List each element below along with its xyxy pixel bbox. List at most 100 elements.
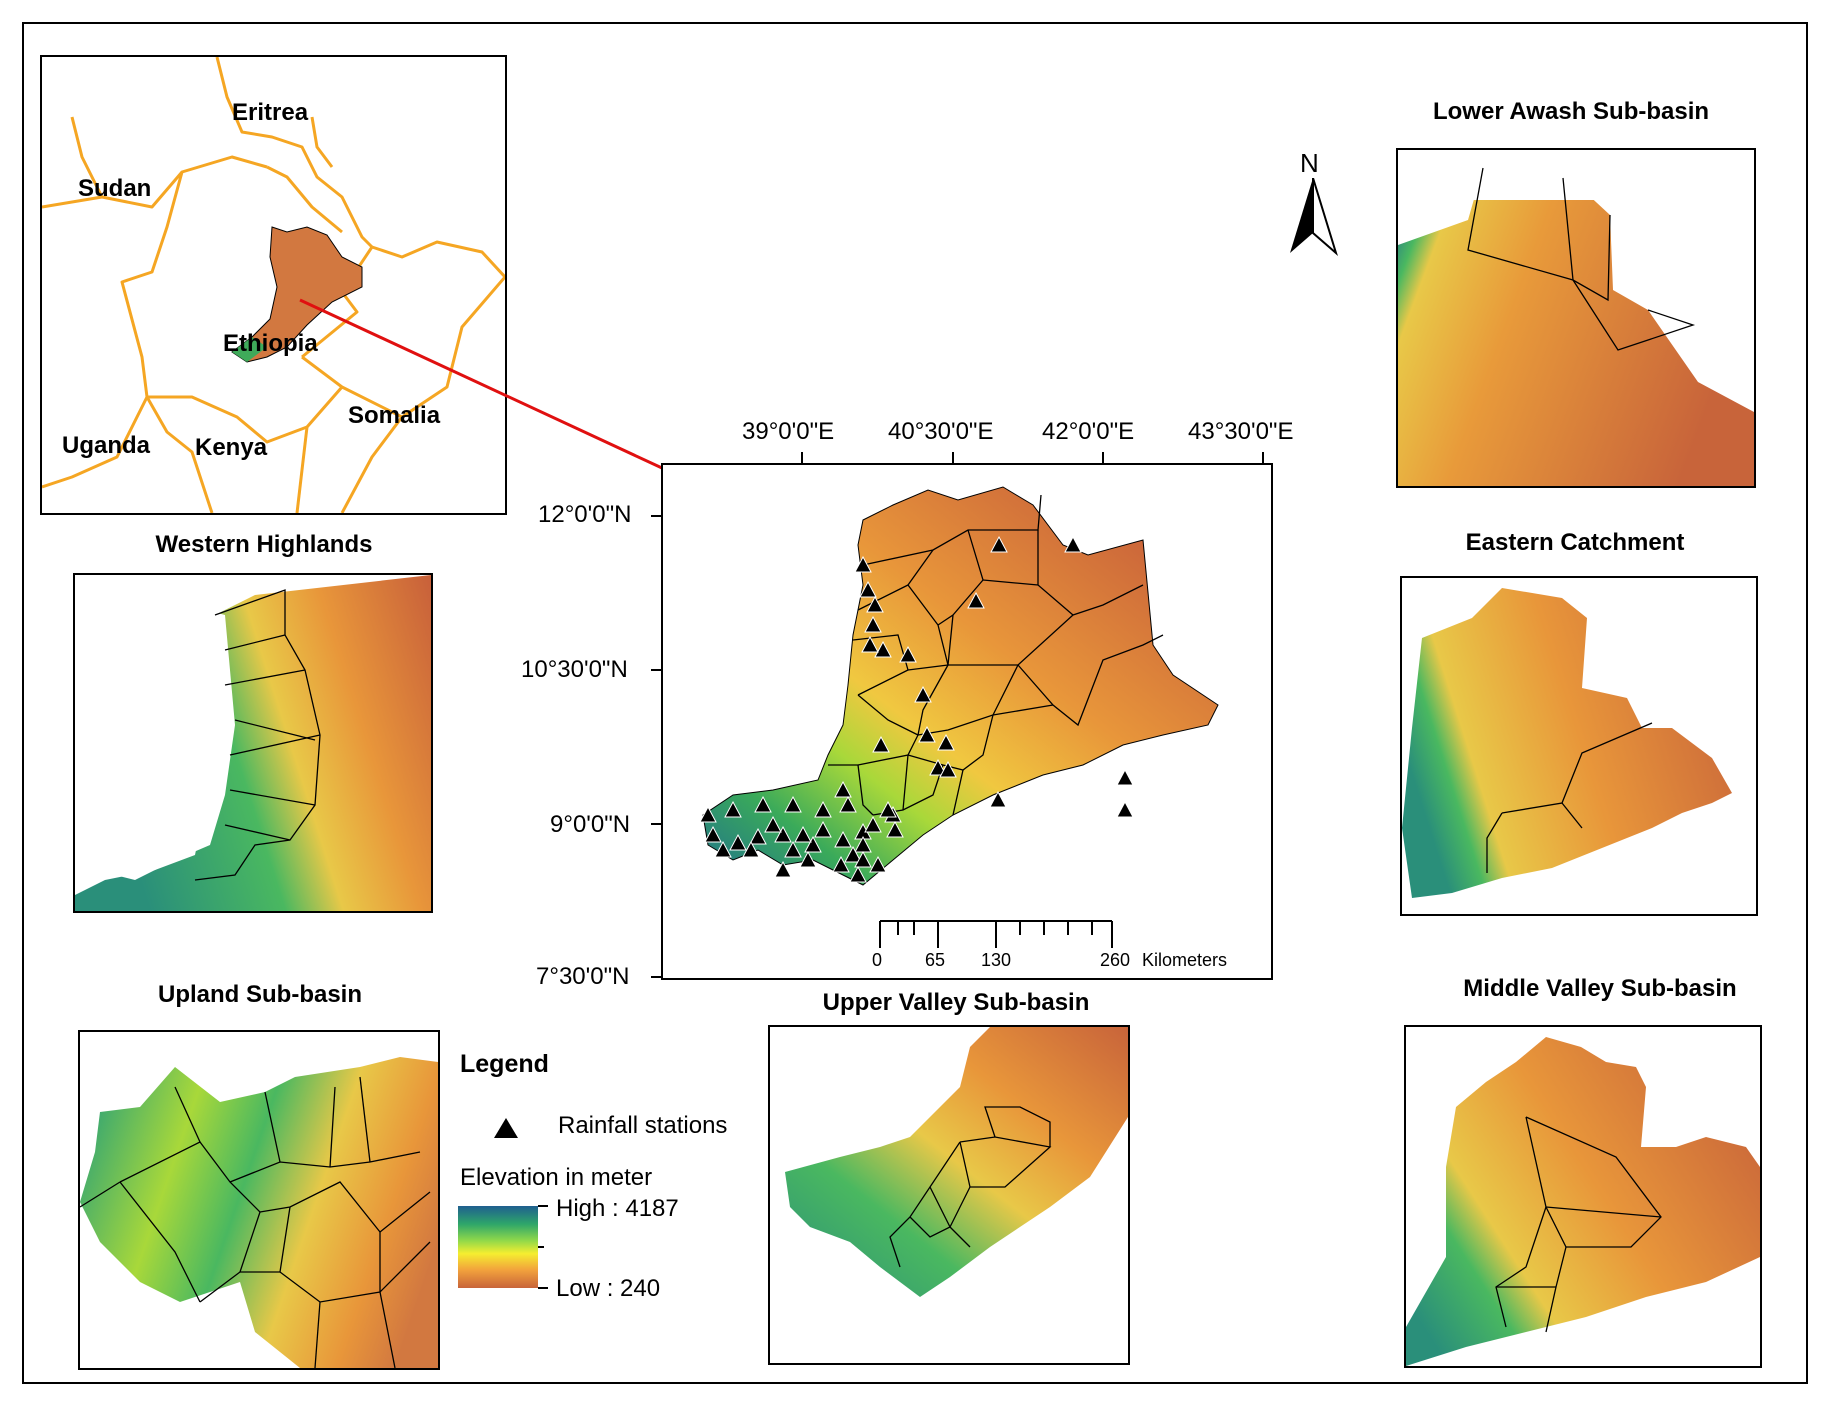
rainfall-station-marker [849, 865, 867, 883]
legend-station-label: Rainfall stations [558, 1112, 728, 1139]
upper-valley-polygons [889, 1106, 1052, 1268]
title-middle-valley: Middle Valley Sub-basin [1463, 975, 1737, 1002]
main-map [661, 463, 1273, 980]
rainfall-station-marker [764, 815, 782, 833]
scale-label-0: 0 [872, 950, 883, 970]
title-lower-awash: Lower Awash Sub-basin [1432, 98, 1710, 125]
rainfall-station-marker [799, 850, 817, 868]
lat-tick-4: 7°30'0"N [536, 963, 630, 990]
lon-tick-3: 42°0'0"E [1042, 418, 1135, 445]
rainfall-station-marker [832, 855, 850, 873]
country-label-ethiopia: Ethiopia [223, 330, 318, 357]
lon-tick-4: 43°30'0"E [1188, 418, 1294, 445]
rainfall-station-marker [724, 800, 742, 818]
lon-tick-2: 40°30'0"E [888, 418, 994, 445]
country-label-sudan: Sudan [78, 175, 152, 202]
rainfall-station-marker [714, 840, 732, 858]
rainfall-station-marker [754, 795, 772, 813]
panel-upland [78, 1030, 440, 1370]
rainfall-station-marker [967, 591, 985, 609]
lower-awash-graphic [1398, 150, 1754, 486]
country-label-kenya: Kenya [195, 434, 268, 461]
rainfall-station-marker [774, 860, 792, 878]
figure-frame [22, 22, 1808, 1384]
rainfall-station-marker [834, 830, 852, 848]
middle-valley-graphic [1406, 1037, 1760, 1366]
rainfall-station-marker [854, 555, 872, 573]
legend-title: Legend [460, 1050, 549, 1078]
eastern-catchment-polygons [1486, 722, 1653, 873]
rainfall-station-marker [989, 790, 1007, 808]
rainfall-station-marker [918, 725, 936, 743]
lat-tick-2: 10°30'0"N [521, 656, 628, 683]
rainfall-station-marker [804, 835, 822, 853]
rainfall-station-marker [899, 645, 917, 663]
rainfall-station-marker [861, 635, 879, 653]
legend-low: Low : 240 [556, 1275, 661, 1302]
lower-awash-polygons [1467, 167, 1696, 351]
scale-label-130: 130 [981, 950, 1012, 970]
panel-western-highlands [73, 573, 433, 913]
rainfall-station-marker [937, 733, 955, 751]
ramp-ticks [538, 1205, 548, 1289]
north-arrow-icon [1290, 178, 1338, 257]
rainfall-station-marker [784, 840, 802, 858]
rainfall-station-marker [914, 685, 932, 703]
western-highlands-polygons [194, 589, 321, 881]
panel-eastern-catchment [1400, 576, 1758, 916]
rainfall-station-marker [872, 735, 890, 753]
lat-tick-1: 12°0'0"N [538, 501, 632, 528]
rainfall-station-marker [834, 780, 852, 798]
awash-basin [702, 486, 1219, 886]
middle-valley-polygons [1495, 1116, 1662, 1333]
locator-basin [231, 226, 363, 363]
main-map-graphic [699, 486, 1219, 886]
legend-high: High : 4187 [556, 1195, 679, 1222]
rainfall-station-marker [784, 795, 802, 813]
upland-graphic [80, 1057, 438, 1368]
rainfall-station-marker [729, 833, 747, 851]
rainfall-station-marker [1116, 800, 1134, 818]
rainfall-station-marker [864, 615, 882, 633]
rainfall-station-marker [794, 825, 812, 843]
rainfall-station-marker [929, 758, 947, 776]
rainfall-station-marker [990, 535, 1008, 553]
rainfall-station-marker [844, 845, 862, 863]
thiessen-polygons [828, 494, 1164, 816]
rainfall-stations [699, 535, 1134, 883]
rainfall-station-marker [742, 840, 760, 858]
rainfall-station-marker [704, 825, 722, 843]
lon-tick-1: 39°0'0"E [742, 418, 835, 445]
rainfall-station-marker [886, 820, 904, 838]
locator-map: Eritrea Sudan Ethiopia Somalia Uganda Ke… [40, 55, 507, 515]
elevation-color-ramp [458, 1206, 538, 1288]
title-upper-valley: Upper Valley Sub-basin [822, 989, 1090, 1016]
rainfall-station-marker [774, 825, 792, 843]
lat-tick-3: 9°0'0"N [550, 811, 631, 838]
upland-polygons [80, 1076, 431, 1368]
rainfall-station-marker [874, 640, 892, 658]
rainfall-station-marker [939, 760, 957, 778]
rainfall-station-marker [864, 815, 882, 833]
panel-lower-awash [1396, 148, 1756, 488]
rainfall-station-marker [749, 827, 767, 845]
country-label-somalia: Somalia [348, 402, 441, 429]
title-eastern-catchment: Eastern Catchment [1465, 529, 1685, 556]
rainfall-station-marker [869, 855, 887, 873]
rainfall-station-marker [866, 595, 884, 613]
title-upland: Upland Sub-basin [158, 981, 362, 1008]
north-label: N [1300, 148, 1319, 178]
western-highlands-graphic [75, 575, 431, 911]
country-label-uganda: Uganda [62, 432, 151, 459]
eastern-catchment-graphic [1402, 588, 1732, 898]
locator-basin-highland [232, 337, 267, 362]
panel-upper-valley [768, 1025, 1130, 1365]
rainfall-station-icon [494, 1118, 518, 1138]
rainfall-station-marker [859, 580, 877, 598]
upper-valley-graphic [785, 1027, 1128, 1297]
legend-elevation-title: Elevation in meter [460, 1164, 653, 1191]
rainfall-station-marker [699, 805, 717, 823]
rainfall-station-marker [1064, 535, 1082, 553]
rainfall-station-marker [879, 800, 897, 818]
rainfall-station-marker [814, 820, 832, 838]
